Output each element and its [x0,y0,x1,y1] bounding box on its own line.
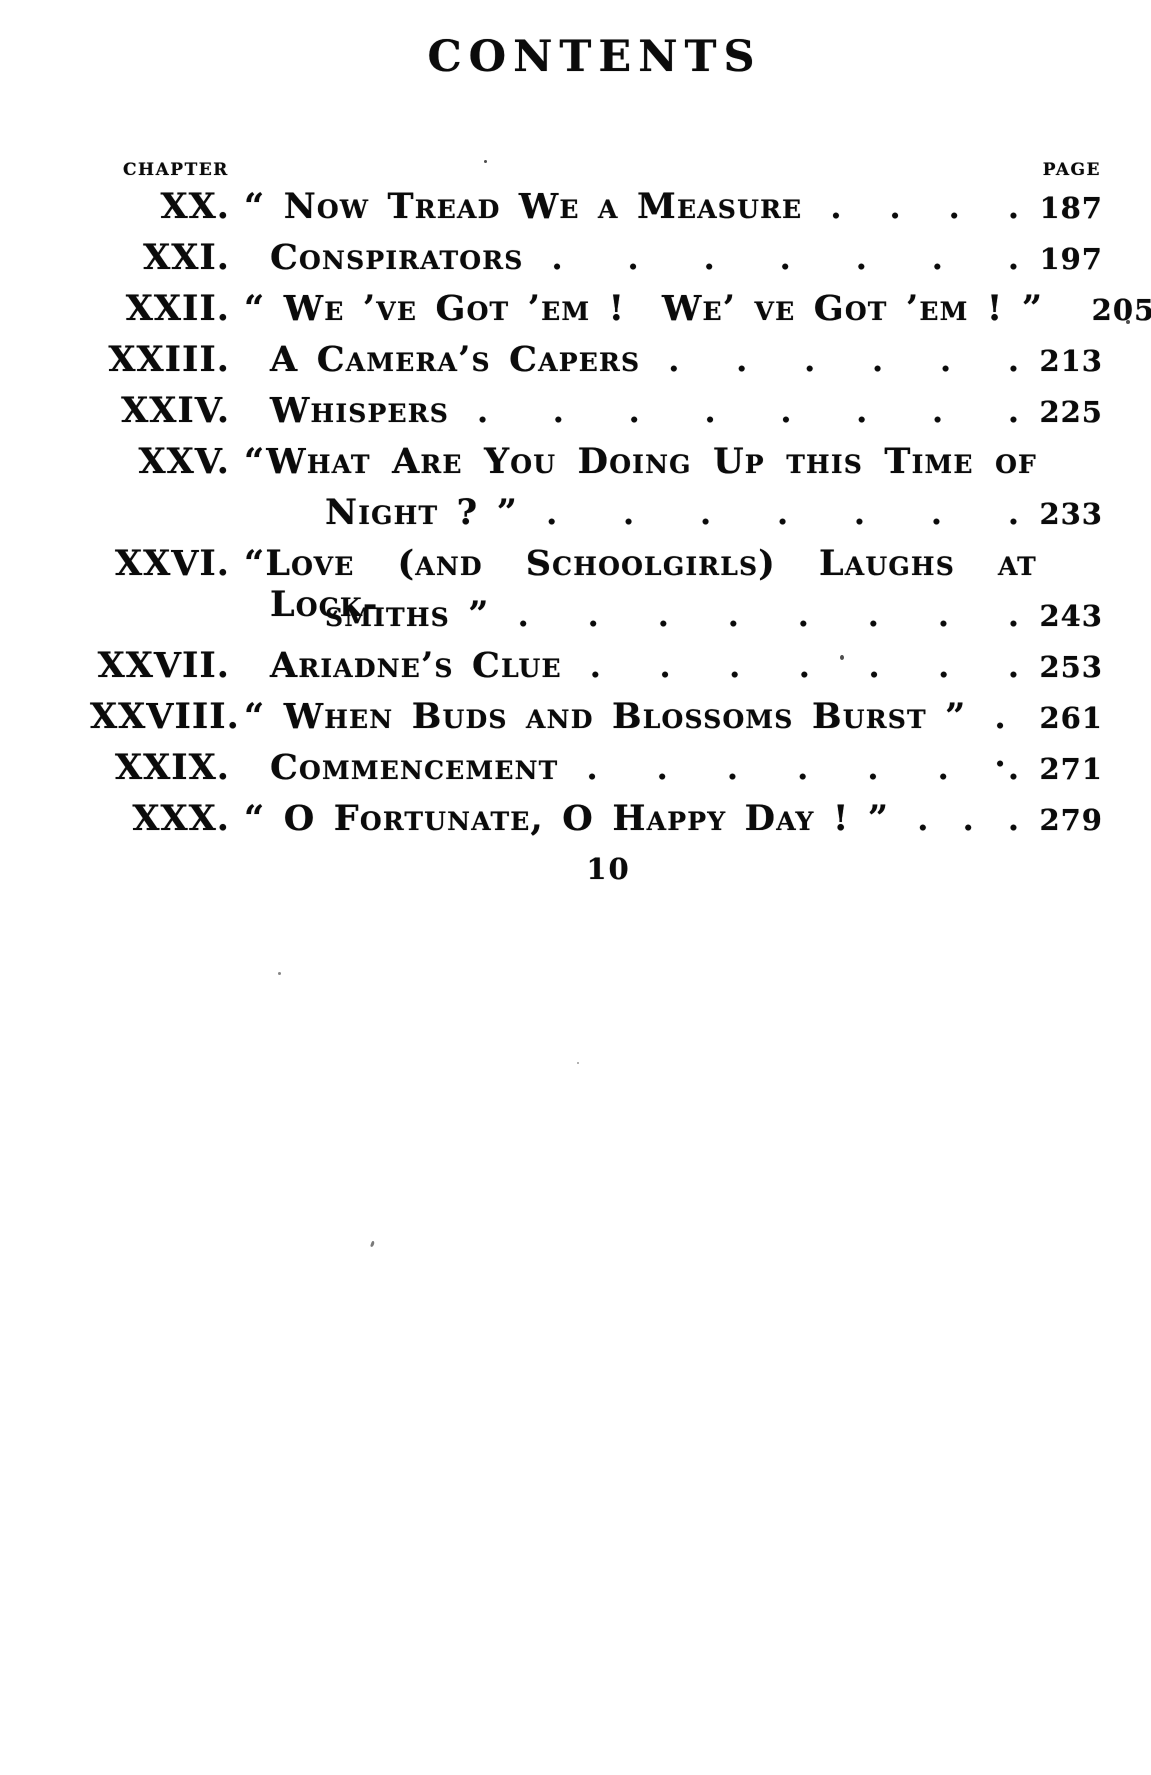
dot-leader: . . [994,698,1006,774]
dot-leader: . . . . . . . [589,647,1019,685]
scan-speck [577,1062,579,1064]
chapter-numeral: XXI. [143,237,230,278]
dot-leader: . . . [917,800,1019,838]
toc-row-xxi: XXI. Conspirators . . . . . . . 197 [90,237,1103,288]
chapter-title: “ We ’ve Got ’em ! We’ ve Got ’em ! ” [244,288,1044,329]
scan-speck [370,1240,375,1248]
page-column-label: page [1042,152,1101,181]
toc-row-xxvii: XXVII. Ariadne’s Clue . . . . . . . 253 [90,645,1103,696]
chapter-title: “ When Buds and Blossoms Burst ” [244,696,967,737]
toc-row-xxviii: XXVIII. “ When Buds and Blossoms Burst ”… [90,696,1103,774]
page-number: 279 [1039,803,1103,837]
chapter-numeral: XXIII. [108,339,230,380]
table-of-contents: XX. “ Now Tread We a Measure . . . . 187… [90,186,1151,849]
page-number: 205 [1091,293,1151,327]
chapter-numeral: XXVII. [97,645,230,686]
chapter-numeral: XXVI. [114,543,230,584]
scan-speck [484,160,487,163]
chapter-title: Commencement [270,747,559,788]
chapter-title-continuation: Night ? ” [325,492,519,533]
chapter-title: “ O Fortunate, O Happy Day ! ” [244,798,890,839]
page-number: 243 [1039,599,1103,633]
toc-row-xx: XX. “ Now Tread We a Measure . . . . 187 [90,186,1103,237]
page-number: 187 [1039,191,1103,225]
page-number: 197 [1039,242,1103,276]
chapter-numeral: XXX. [132,798,230,839]
page-number: 261 [1039,701,1103,735]
dot-leader: . . . . . . . [586,749,1019,787]
dot-leader: . . . . . . . [546,494,1019,532]
chapter-numeral: XXII. [125,288,230,329]
chapter-numeral: XX. [160,186,230,227]
page-title: CONTENTS [427,32,762,82]
page-number: 233 [1039,497,1103,531]
chapter-numeral: XXVIII. [90,696,240,737]
dot-leader: . . . . . . [668,341,1019,379]
chapter-title: Ariadne’s Clue [270,645,562,686]
chapter-title: “ Now Tread We a Measure [244,186,803,227]
toc-row-xxv-line1: XXV. “What Are You Doing Up this Time of [90,441,1103,492]
toc-row-xxix: XXIX. Commencement . . . . . . . 271 [90,747,1103,798]
chapter-title: Conspirators [270,237,524,278]
chapter-title-continuation: smiths ” [325,594,490,635]
toc-row-xxvi-line2: smiths ” . . . . . . . . 243 [90,594,1103,645]
toc-row-xxv-line2: Night ? ” . . . . . . . 233 [90,492,1103,543]
toc-row-xxx: XXX. “ O Fortunate, O Happy Day ! ” . . … [90,798,1103,849]
scan-speck [278,972,281,975]
dot-leader: . . . . . . . [551,239,1019,277]
page-number: 225 [1039,395,1103,429]
toc-row-xxvi-line1: XXVI. “Love (and Schoolgirls) Laughs at … [90,543,1103,625]
chapter-title: “What Are You Doing Up this Time of [244,441,1037,482]
dot-leader: . . . . [830,188,1019,226]
chapter-title: Whispers [270,390,449,431]
scan-speck [840,655,844,660]
scan-speck [1126,320,1130,324]
chapter-title: A Camera’s Capers [270,339,641,380]
chapter-column-label: chapter [123,152,229,181]
page-number: 253 [1039,650,1103,684]
folio-page-number: 10 [586,852,631,886]
toc-row-xxiii: XXIII. A Camera’s Capers . . . . . . 213 [90,339,1103,390]
page-number: 213 [1039,344,1103,378]
chapter-numeral: XXV. [138,441,230,482]
chapter-numeral: XXIV. [121,390,230,431]
page-number: 271 [1039,752,1103,786]
chapter-title: “Love (and Schoolgirls) Laughs at Lock- [244,543,1037,625]
dot-leader: . . . . . . . . [476,392,1019,430]
toc-row-xxii: XXII. “ We ’ve Got ’em ! We’ ve Got ’em … [90,288,1151,339]
chapter-numeral: XXIX. [114,747,230,788]
column-headers: chapter page [123,155,1101,179]
toc-row-xxiv: XXIV. Whispers . . . . . . . . 225 [90,390,1103,441]
dot-leader: . . . . . . . . [517,596,1019,634]
